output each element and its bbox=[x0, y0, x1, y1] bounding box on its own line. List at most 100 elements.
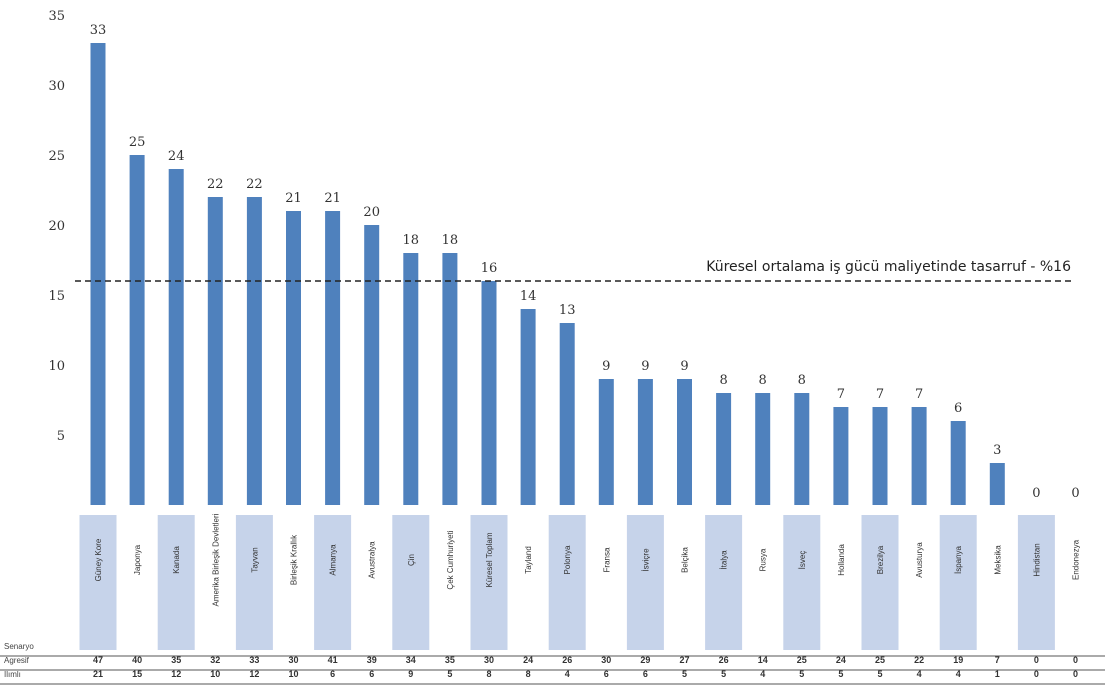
table-cell: 40 bbox=[132, 655, 142, 665]
bar-value-label: 9 bbox=[680, 359, 688, 374]
category-label: Polonya bbox=[563, 545, 572, 574]
table-cell: 47 bbox=[93, 655, 103, 665]
bar bbox=[286, 211, 301, 505]
y-tick-label: 20 bbox=[48, 219, 65, 234]
table-row-label: Senaryo bbox=[4, 642, 34, 651]
bar bbox=[91, 43, 106, 505]
bar bbox=[912, 407, 927, 505]
y-tick-label: 5 bbox=[57, 429, 65, 444]
bar bbox=[403, 253, 418, 505]
category-label: Amerika Birleşik Devletleri bbox=[211, 513, 220, 606]
bar bbox=[208, 197, 223, 505]
table-cell: 5 bbox=[721, 669, 726, 679]
category-band bbox=[862, 515, 899, 650]
table-cell: 5 bbox=[838, 669, 843, 679]
bar-value-label: 24 bbox=[168, 149, 185, 164]
table-cell: 12 bbox=[171, 669, 181, 679]
bar-value-label: 7 bbox=[837, 387, 845, 402]
category-label: Avusturya bbox=[915, 542, 924, 578]
y-tick-label: 30 bbox=[48, 79, 65, 94]
bar bbox=[794, 393, 809, 505]
category-label: Çek Cumhuriyeti bbox=[446, 530, 455, 589]
category-label: Rusya bbox=[759, 548, 768, 571]
bar-value-label: 13 bbox=[559, 303, 576, 318]
category-label: Kanada bbox=[172, 546, 181, 574]
table-cell: 5 bbox=[799, 669, 804, 679]
category-label: Çin bbox=[407, 554, 416, 566]
table-cell: 4 bbox=[956, 669, 961, 679]
bar bbox=[560, 323, 575, 505]
bar-value-label: 8 bbox=[798, 373, 806, 388]
category-band bbox=[705, 515, 742, 650]
category-label: Küresel Toplam bbox=[485, 532, 494, 587]
table-cell: 1 bbox=[995, 669, 1000, 679]
category-band bbox=[627, 515, 664, 650]
table-cell: 30 bbox=[601, 655, 611, 665]
category-label: İtalya bbox=[720, 550, 729, 570]
category-band bbox=[1018, 515, 1055, 650]
category-label: Tayvan bbox=[250, 547, 259, 572]
table-row-label: Agresif bbox=[4, 656, 30, 665]
bar-value-label: 7 bbox=[876, 387, 884, 402]
table-cell: 10 bbox=[210, 669, 220, 679]
category-band bbox=[783, 515, 820, 650]
table-cell: 5 bbox=[682, 669, 687, 679]
table-cell: 41 bbox=[328, 655, 338, 665]
table-cell: 35 bbox=[171, 655, 181, 665]
bar-value-label: 8 bbox=[759, 373, 767, 388]
table-cell: 15 bbox=[132, 669, 142, 679]
bar-value-label: 16 bbox=[481, 261, 498, 276]
table-cell: 35 bbox=[445, 655, 455, 665]
bar-value-label: 20 bbox=[363, 205, 380, 220]
table-cell: 25 bbox=[797, 655, 807, 665]
bar bbox=[638, 379, 653, 505]
category-label: Almanya bbox=[329, 544, 338, 576]
table-cell: 14 bbox=[758, 655, 768, 665]
table-cell: 4 bbox=[760, 669, 765, 679]
category-label: Güney Kore bbox=[94, 538, 103, 581]
bar bbox=[833, 407, 848, 505]
table-cell: 4 bbox=[917, 669, 922, 679]
category-band bbox=[80, 515, 117, 650]
bar-value-label: 0 bbox=[1071, 486, 1079, 501]
y-tick-label: 25 bbox=[48, 149, 65, 164]
table-cell: 34 bbox=[406, 655, 416, 665]
category-label: Hollanda bbox=[837, 544, 846, 576]
y-tick-label: 15 bbox=[48, 289, 65, 304]
bar bbox=[521, 309, 536, 505]
bar-value-label: 8 bbox=[719, 373, 727, 388]
table-cell: 26 bbox=[719, 655, 729, 665]
category-label: Birleşik Krallık bbox=[290, 534, 299, 585]
table-cell: 33 bbox=[249, 655, 259, 665]
bar-value-label: 0 bbox=[1032, 486, 1040, 501]
category-band bbox=[158, 515, 195, 650]
category-label: Belçika bbox=[681, 547, 690, 573]
category-label: Japonya bbox=[133, 544, 142, 575]
bar bbox=[442, 253, 457, 505]
bar bbox=[951, 421, 966, 505]
category-band bbox=[314, 515, 351, 650]
table-cell: 5 bbox=[877, 669, 882, 679]
bar bbox=[364, 225, 379, 505]
bar bbox=[482, 281, 497, 505]
bar bbox=[755, 393, 770, 505]
category-band bbox=[236, 515, 273, 650]
table-cell: 30 bbox=[288, 655, 298, 665]
table-cell: 0 bbox=[1034, 669, 1039, 679]
reference-line: Küresel ortalama iş gücü maliyetinde tas… bbox=[75, 259, 1075, 281]
table-cell: 30 bbox=[484, 655, 494, 665]
bar bbox=[169, 169, 184, 505]
table-cell: 25 bbox=[875, 655, 885, 665]
table-cell: 0 bbox=[1073, 669, 1078, 679]
category-label: Hindistan bbox=[1032, 543, 1041, 576]
category-label: Tayland bbox=[524, 546, 533, 574]
table-cell: 21 bbox=[93, 669, 103, 679]
y-tick-label: 35 bbox=[48, 9, 65, 24]
category-bands bbox=[80, 515, 1055, 650]
bar-value-label: 6 bbox=[954, 401, 962, 416]
bar-value-label: 33 bbox=[90, 23, 107, 38]
category-band bbox=[940, 515, 977, 650]
bar-value-label: 9 bbox=[602, 359, 610, 374]
table-cell: 12 bbox=[249, 669, 259, 679]
